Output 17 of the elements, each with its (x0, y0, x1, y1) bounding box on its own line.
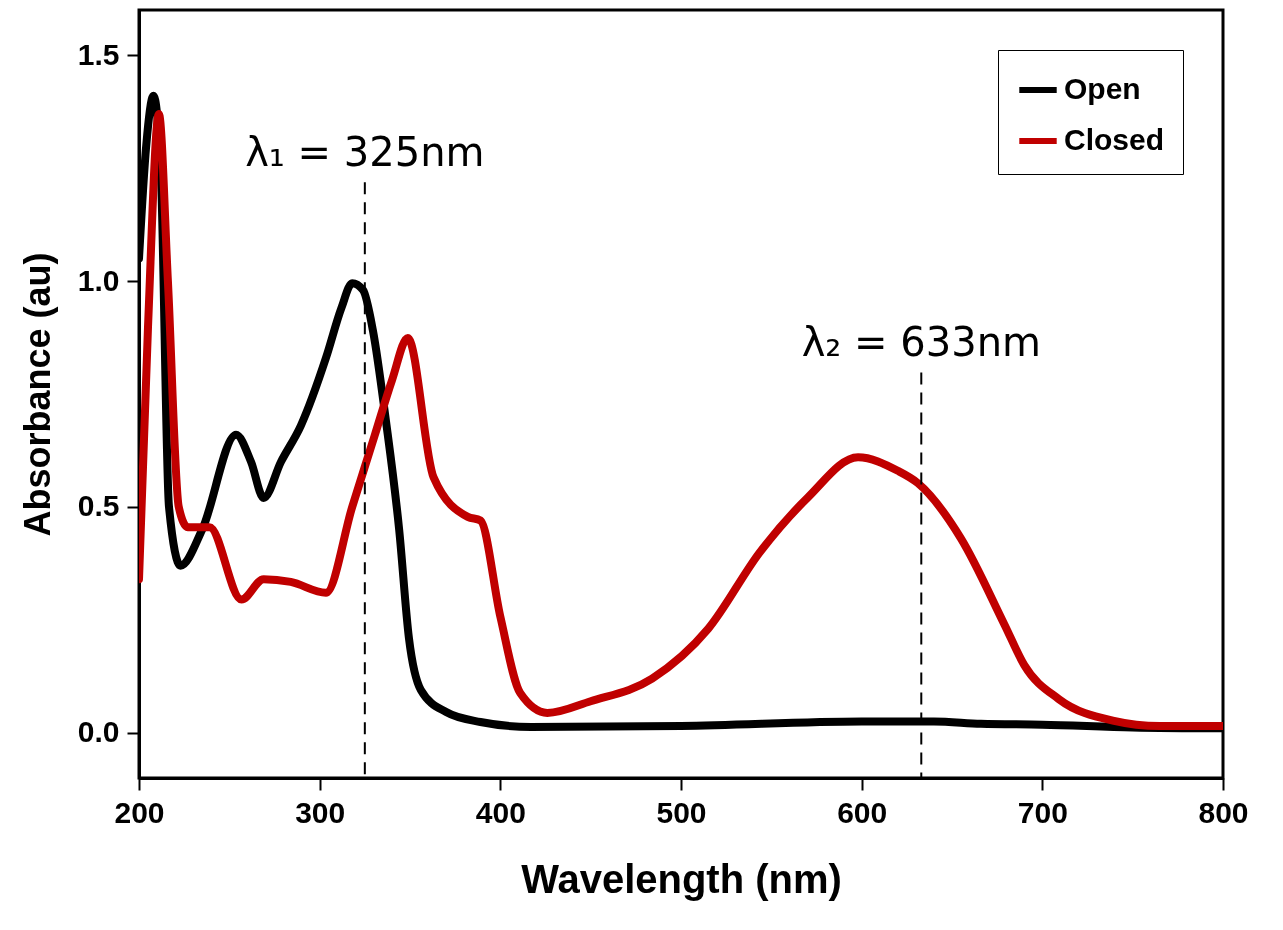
y-tick-label: 0.0 (77, 715, 120, 749)
x-axis-title: Wavelength (nm) (521, 856, 842, 901)
x-tick-label: 600 (837, 795, 888, 829)
legend-label: Open (1064, 72, 1141, 105)
x-tick-label: 500 (656, 795, 707, 829)
x-tick-label: 300 (295, 795, 346, 829)
x-tick-label: 400 (475, 795, 526, 829)
ref-line-label: λ₁ = 325nm (245, 129, 485, 176)
y-axis-title: Absorbance (au) (16, 252, 58, 537)
ref-line-label: λ₂ = 633nm (801, 319, 1041, 366)
x-tick-label: 800 (1198, 795, 1249, 829)
x-tick-label: 700 (1017, 795, 1068, 829)
y-tick-label: 1.5 (77, 37, 120, 71)
legend-label: Closed (1064, 123, 1165, 156)
x-tick-label: 200 (114, 795, 165, 829)
y-tick-label: 0.5 (77, 489, 120, 523)
y-tick-label: 1.0 (77, 263, 120, 297)
